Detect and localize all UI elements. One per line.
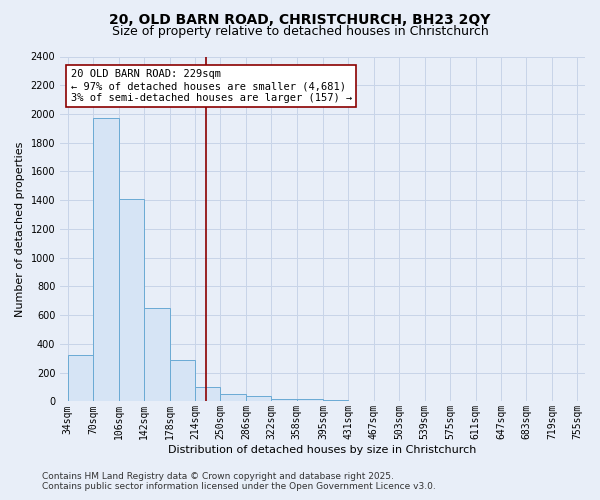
Bar xyxy=(144,308,170,402)
Bar xyxy=(93,118,119,402)
Bar xyxy=(195,387,220,402)
Bar xyxy=(349,400,374,402)
Bar xyxy=(297,400,323,402)
Text: 20 OLD BARN ROAD: 229sqm
← 97% of detached houses are smaller (4,681)
3% of semi: 20 OLD BARN ROAD: 229sqm ← 97% of detach… xyxy=(71,70,352,102)
Bar xyxy=(119,199,144,402)
Bar xyxy=(170,360,195,402)
Bar xyxy=(271,398,297,402)
Y-axis label: Number of detached properties: Number of detached properties xyxy=(15,142,25,316)
Text: Size of property relative to detached houses in Christchurch: Size of property relative to detached ho… xyxy=(112,25,488,38)
X-axis label: Distribution of detached houses by size in Christchurch: Distribution of detached houses by size … xyxy=(169,445,477,455)
Bar xyxy=(220,394,246,402)
Bar xyxy=(323,400,349,402)
Bar xyxy=(246,396,271,402)
Text: Contains HM Land Registry data © Crown copyright and database right 2025.
Contai: Contains HM Land Registry data © Crown c… xyxy=(42,472,436,491)
Text: 20, OLD BARN ROAD, CHRISTCHURCH, BH23 2QY: 20, OLD BARN ROAD, CHRISTCHURCH, BH23 2Q… xyxy=(109,12,491,26)
Bar xyxy=(68,354,93,402)
